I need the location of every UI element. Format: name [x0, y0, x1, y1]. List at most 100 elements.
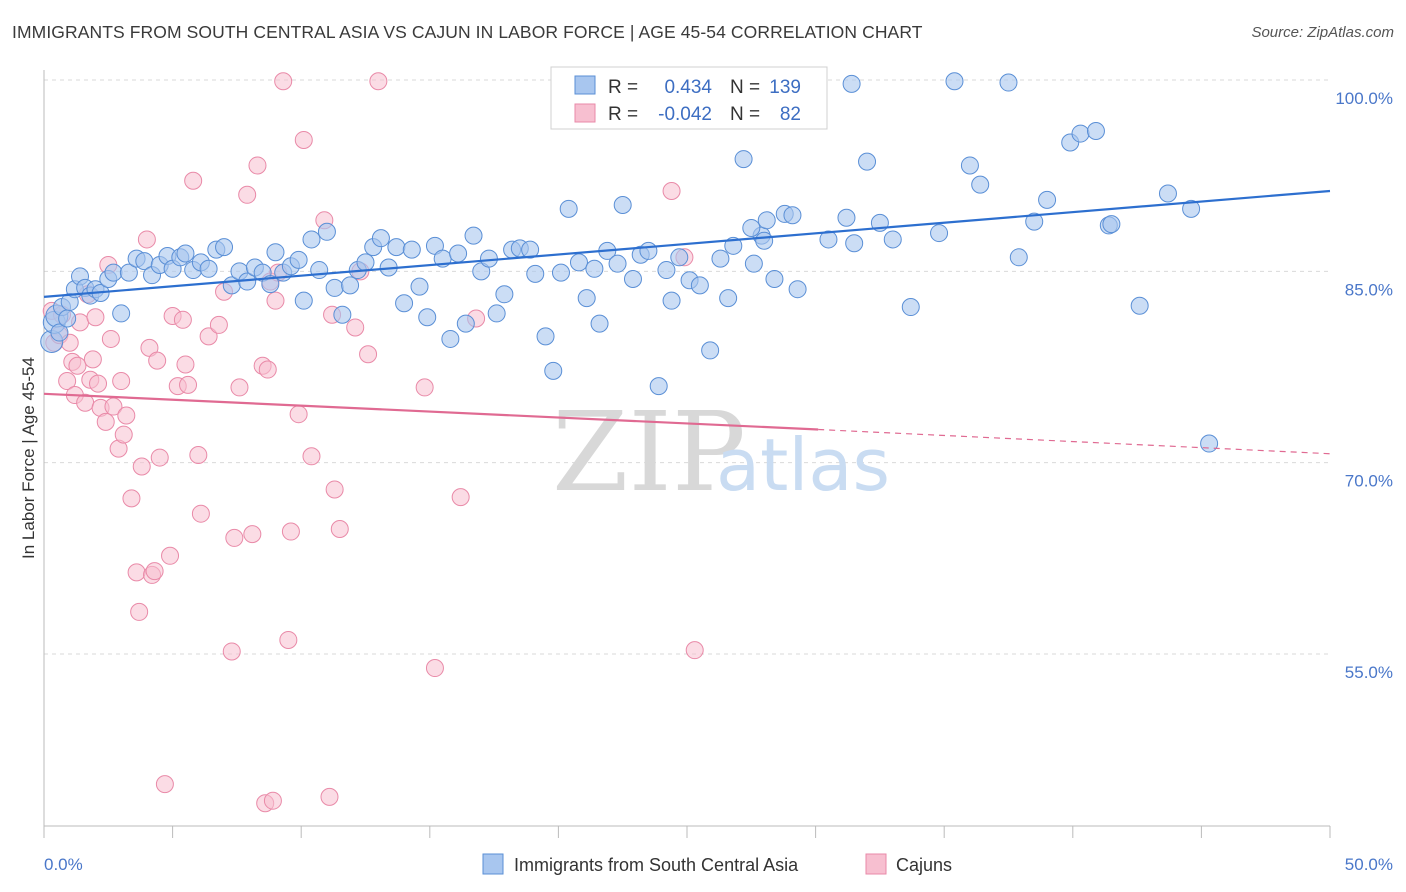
cajuns-trend-line-extension	[818, 428, 1331, 455]
immigrants-point	[569, 253, 588, 272]
stats-pink-r-label: R =	[608, 104, 638, 125]
cajuns-point	[101, 329, 120, 348]
cajuns-point	[150, 448, 169, 467]
immigrants-point	[1102, 215, 1121, 234]
cajuns-point	[184, 171, 203, 190]
legend-pink-label: Cajuns	[896, 855, 952, 875]
gridlines	[44, 79, 1330, 655]
immigrants-point	[971, 175, 990, 194]
cajuns-point	[191, 504, 210, 523]
cajuns-point	[225, 528, 244, 547]
immigrants-point	[858, 152, 877, 171]
immigrants-point	[464, 226, 483, 245]
stats-box: R = 0.434 N = 139 R = -0.042 N = 82	[550, 66, 828, 130]
watermark-zip: ZIP	[552, 388, 746, 516]
x-tick-label: 50.0%	[1345, 855, 1393, 874]
immigrants-point	[294, 291, 313, 310]
immigrants-point	[119, 263, 138, 282]
immigrants-point	[395, 294, 414, 313]
cajuns-point	[230, 378, 249, 397]
immigrants-point	[960, 156, 979, 175]
cajuns-point	[117, 406, 136, 425]
immigrants-point	[724, 236, 743, 255]
cajuns-point	[266, 291, 285, 310]
immigrants-point	[50, 323, 69, 342]
immigrants-point	[441, 329, 460, 348]
immigrants-point	[842, 74, 861, 93]
immigrants-point	[608, 254, 627, 273]
stats-pink-n-label: N =	[730, 104, 760, 125]
immigrants-point	[341, 276, 360, 295]
immigrants-point	[176, 244, 195, 263]
immigrants-point	[590, 314, 609, 333]
immigrants-point	[487, 304, 506, 323]
immigrants-point	[670, 248, 689, 267]
immigrants-point	[325, 278, 344, 297]
cajuns-point	[330, 519, 349, 538]
immigrants-point	[1200, 434, 1219, 453]
cajuns-point	[243, 525, 262, 544]
immigrants-point	[783, 206, 802, 225]
immigrants-point	[387, 238, 406, 257]
cajuns-point	[155, 775, 174, 794]
cajuns-point	[148, 351, 167, 370]
cajuns-point	[281, 522, 300, 541]
immigrants-point	[639, 241, 658, 260]
immigrants-point	[657, 261, 676, 280]
cajuns-point	[425, 659, 444, 678]
tick-labels: 100.0% 85.0% 70.0% 55.0% 0.0% 50.0%	[44, 89, 1393, 874]
legend: Immigrants from South Central Asia Cajun…	[482, 853, 952, 875]
immigrants-point	[819, 230, 838, 249]
immigrants-point	[901, 298, 920, 317]
immigrants-point	[662, 291, 681, 310]
immigrants-point	[719, 289, 738, 308]
y-tick-label: 100.0%	[1335, 89, 1393, 108]
stats-blue-r-label: R =	[608, 77, 638, 98]
cajuns-point	[86, 308, 105, 327]
cajuns-point	[145, 562, 164, 581]
cajuns-trend-line	[43, 392, 819, 431]
chart-title: IMMIGRANTS FROM SOUTH CENTRAL ASIA VS CA…	[12, 22, 923, 42]
immigrants-point	[356, 253, 375, 272]
stats-pink-swatch	[574, 103, 596, 123]
immigrants-point	[112, 304, 131, 323]
cajuns-point	[320, 787, 339, 806]
immigrants-point	[266, 243, 285, 262]
immigrants-point	[930, 224, 949, 243]
cajuns-point	[122, 489, 141, 508]
immigrants-point	[577, 289, 596, 308]
immigrants-point	[536, 327, 555, 346]
immigrants-point	[58, 309, 77, 328]
cajuns-point	[173, 310, 192, 329]
immigrants-point	[845, 234, 864, 253]
immigrants-point	[837, 208, 856, 227]
cajuns-point	[137, 230, 156, 249]
immigrants-point	[410, 277, 429, 296]
cajuns-point	[68, 356, 87, 375]
axes	[43, 70, 1331, 838]
cajuns-point	[238, 185, 257, 204]
stats-blue-n-value: 139	[769, 77, 801, 98]
cajuns-point	[294, 130, 313, 149]
cajuns-point	[685, 641, 704, 660]
immigrants-point	[199, 259, 218, 278]
immigrants-point	[1038, 190, 1057, 209]
immigrants-point	[999, 73, 1018, 92]
stats-blue-swatch	[574, 75, 596, 95]
cajuns-point	[274, 72, 293, 91]
immigrants-point	[734, 150, 753, 169]
immigrants-point	[289, 250, 308, 269]
y-tick-label: 85.0%	[1345, 280, 1393, 299]
cajuns-point	[415, 378, 434, 397]
cajuns-point	[179, 375, 198, 394]
cajuns-point	[199, 327, 218, 346]
immigrants-point	[371, 229, 390, 248]
immigrants-point	[649, 377, 668, 396]
immigrants-point	[744, 254, 763, 273]
cajuns-point	[58, 372, 77, 391]
cajuns-point	[662, 181, 681, 200]
x-tick-label: 0.0%	[44, 855, 83, 874]
cajuns-point	[263, 791, 282, 810]
cajuns-point	[189, 446, 208, 465]
